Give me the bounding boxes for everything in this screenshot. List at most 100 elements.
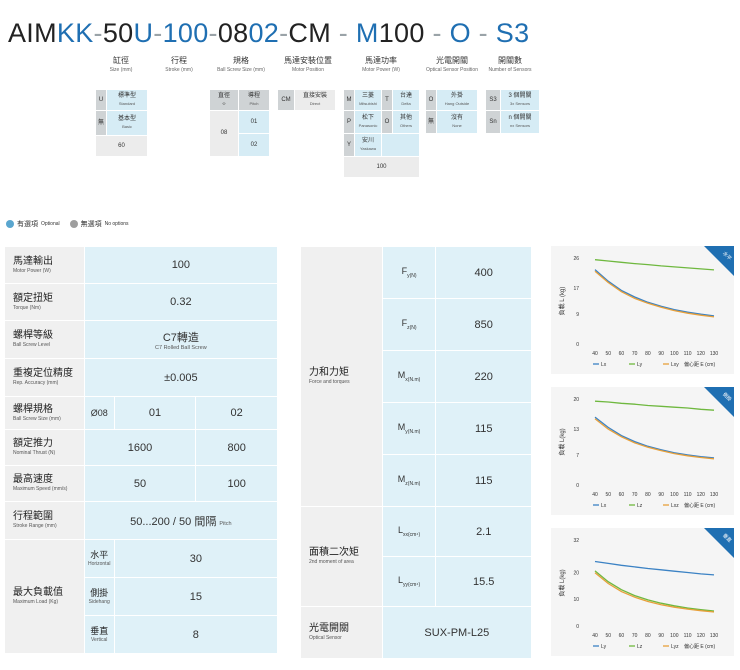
legend-label: Lxy xyxy=(671,362,679,368)
legend-no-option-en: No options xyxy=(104,221,129,227)
legend-no-option: 無選項 xyxy=(80,221,102,228)
moment-label: 面積二次矩 2nd moment of area xyxy=(300,506,383,607)
model-code-part: U xyxy=(133,18,154,48)
series-line-Lx xyxy=(594,416,715,459)
table-row: 額定扭矩 Torque (Nm) 0.32 xyxy=(4,283,279,321)
y-axis-label: 負載 L (kg) xyxy=(558,287,566,316)
model-code-part: 50 xyxy=(102,18,134,48)
row-label: 額定扭矩 Torque (Nm) xyxy=(4,283,85,321)
load-chart-sidehang: 0 7 13 20 40 50 60 70 80 90 100 110 120 130 負載 L(kg) 側掛… xyxy=(551,387,734,515)
x-tick-label: 120 xyxy=(697,492,706,498)
y-tick-label: 20 xyxy=(573,397,579,403)
x-tick-label: 50 xyxy=(605,351,611,357)
sensor-model: SUX-PM-L25 xyxy=(381,606,533,659)
x-tick-label: 60 xyxy=(619,492,625,498)
y-tick-label: 20 xyxy=(573,570,579,576)
moment-lxx: 2.1 xyxy=(435,506,532,557)
screw-pitch-1: 01 xyxy=(113,396,197,430)
load-chart-horizontal: 0 9 17 26 40 50 60 70 80 90 100 110 120 130 負載 L (kg) 水… xyxy=(551,246,734,374)
model-code-part: 08 xyxy=(217,18,249,48)
seg-motor-pos: 馬達安裝位置 Motor Position xyxy=(284,56,332,73)
load-sub-label: 垂直 Vertical xyxy=(83,615,115,654)
model-code-part: 02 xyxy=(248,18,280,48)
series-line-Lxz xyxy=(594,418,715,460)
table-row: 行程範圍 Stroke Range (mm) 50...200 / 50 間隔 P… xyxy=(4,501,279,540)
motor-panasonic: 松下 Panasonic xyxy=(355,111,381,133)
series-line-Lz xyxy=(594,400,715,411)
seg-size: 缸徑 Size (mm) xyxy=(109,56,133,73)
motor-mitsubishi: 三菱 Mitsubishi xyxy=(355,90,381,110)
table-row: 馬達輸出 Motor Power (W) 100 xyxy=(4,246,279,284)
x-tick-label: 120 xyxy=(697,351,706,357)
legend-label: Lz xyxy=(637,644,643,650)
model-code-part: - xyxy=(208,18,218,48)
row-label: 最大負載值 Maximum Load (Kg) xyxy=(4,539,85,654)
load-sub-label: 側掛 Sidehang xyxy=(83,577,115,616)
thrust-2: 800 xyxy=(195,429,278,466)
y-tick-label: 7 xyxy=(576,453,579,459)
table-row: 最高速度 Maximum Speed (mm/s) 50 100 xyxy=(4,465,278,502)
table-row: 額定推力 Nominal Thrust (N) 1600 800 xyxy=(4,429,278,466)
sensor-count-code-sn: Sn xyxy=(486,111,500,133)
row-label: 最高速度 Maximum Speed (mm/s) xyxy=(4,465,85,502)
table-row: My(N.m) 115 xyxy=(301,402,532,455)
table-row: Mz(N.m) 115 xyxy=(301,454,532,507)
sensor-none: 沒有 None xyxy=(437,111,477,133)
size-standard: 標準型 Standard xyxy=(107,90,147,110)
load-horizontal: 30 xyxy=(113,539,279,578)
table-row: 光電開關 Optical Sensor SUX-PM-L25 xyxy=(300,606,533,659)
screw-level-value: C7轉造 C7 Rolled Ball Screw xyxy=(83,320,279,359)
x-tick-label: 70 xyxy=(632,492,638,498)
legend-label: Lz xyxy=(637,503,643,509)
x-tick-label: 110 xyxy=(684,633,692,639)
model-code-part: - xyxy=(424,18,450,48)
model-code: AIMKK-50U-100-0802-CM - M100 - O - S3 xyxy=(8,18,529,49)
x-tick-label: 110 xyxy=(684,492,692,498)
table-row: 側掛 Sidehang 15 xyxy=(5,577,279,616)
torque-value: 0.32 xyxy=(83,283,279,321)
force-mx: 220 xyxy=(435,350,532,403)
model-code-part: AIM xyxy=(8,18,57,48)
x-tick-label: 90 xyxy=(658,351,664,357)
x-tick-label: 60 xyxy=(619,351,625,357)
table-row: 垂直 Vertical 8 xyxy=(5,615,279,654)
x-tick-label: 110 xyxy=(684,351,692,357)
row-label: 螺桿規格 Ball Screw Size (mm) xyxy=(4,396,85,430)
force-sym: Fy(N) xyxy=(381,246,437,299)
x-tick-label: 80 xyxy=(645,492,651,498)
sensor-count-n: n 個開關 nx Sensors xyxy=(501,111,539,133)
x-tick-label: 40 xyxy=(592,633,598,639)
option-legend: 有選項 Optional 無選項 No options xyxy=(6,219,129,229)
x-tick-label: 80 xyxy=(645,633,651,639)
load-sidehang: 15 xyxy=(113,577,279,616)
series-line-Ly xyxy=(594,259,715,271)
row-label: 重複定位精度 Rep. Accuracy (mm) xyxy=(4,358,85,397)
size-code-u: U xyxy=(96,90,106,110)
spec-table-left: 馬達輸出 Motor Power (W) 100 額定扭矩 Torque (Nm) … xyxy=(4,246,279,654)
model-code-part: CM xyxy=(288,18,331,48)
x-tick-label: 100 xyxy=(670,633,679,639)
x-tick-label: 40 xyxy=(592,492,598,498)
legend-label: Lx xyxy=(601,362,607,368)
legend-optional: 有選項 xyxy=(17,221,38,228)
force-sym: Fz(N) xyxy=(381,298,437,351)
sensor-code-none: 無 xyxy=(426,111,436,133)
sensor-label: 光電開關 Optical Sensor xyxy=(300,606,383,659)
model-code-part: O xyxy=(449,18,471,48)
model-code-part: - xyxy=(153,18,163,48)
x-tick-label: 50 xyxy=(605,492,611,498)
y-axis-label: 負載 L(kg) xyxy=(558,569,566,596)
motor-code-y: Y xyxy=(344,134,354,156)
no-option-dot-icon xyxy=(69,220,78,228)
sensor-count-3: 3 個開關 3x Sensors xyxy=(501,90,539,110)
seg-sensor-count: 開關數 Number of Sensors xyxy=(488,56,532,73)
corner-badge xyxy=(704,246,734,276)
legend-label: Ly xyxy=(637,362,643,368)
table-row: 重複定位精度 Rep. Accuracy (mm) ±0.005 xyxy=(4,358,279,397)
legend-label: Lyz xyxy=(671,644,679,650)
x-tick-label: 50 xyxy=(605,633,611,639)
y-tick-label: 26 xyxy=(573,256,579,262)
